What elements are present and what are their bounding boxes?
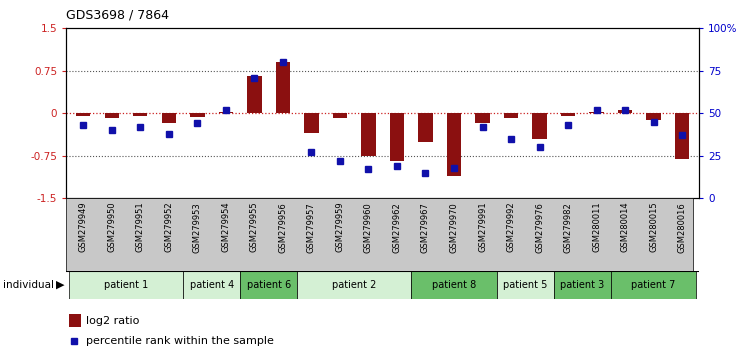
Bar	[133, 113, 147, 116]
Bar	[304, 113, 319, 133]
Text: patient 5: patient 5	[503, 280, 548, 290]
Bar	[297, 271, 411, 299]
Bar	[411, 271, 497, 299]
Text: GSM279954: GSM279954	[222, 202, 230, 252]
Bar	[77, 113, 91, 116]
Bar	[675, 113, 689, 159]
Text: GSM279970: GSM279970	[450, 202, 459, 253]
Text: patient 6: patient 6	[247, 280, 291, 290]
Text: ▶: ▶	[56, 280, 65, 290]
Text: log2 ratio: log2 ratio	[87, 316, 140, 326]
Text: GSM279953: GSM279953	[193, 202, 202, 253]
Bar	[590, 112, 604, 113]
Bar	[361, 113, 375, 156]
Bar	[611, 271, 696, 299]
Bar	[333, 113, 347, 118]
Text: patient 4: patient 4	[190, 280, 234, 290]
Bar	[240, 271, 297, 299]
Text: GSM279967: GSM279967	[421, 202, 430, 253]
Text: patient 1: patient 1	[104, 280, 148, 290]
Text: GDS3698 / 7864: GDS3698 / 7864	[66, 8, 169, 21]
Text: GSM279952: GSM279952	[164, 202, 174, 252]
Text: patient 7: patient 7	[631, 280, 676, 290]
Bar	[646, 113, 661, 120]
Bar	[504, 113, 518, 118]
Text: GSM279991: GSM279991	[478, 202, 487, 252]
Bar	[418, 113, 433, 142]
Bar	[69, 271, 183, 299]
Bar	[447, 113, 461, 176]
Text: patient 2: patient 2	[332, 280, 376, 290]
Text: GSM280014: GSM280014	[620, 202, 629, 252]
Text: GSM280011: GSM280011	[592, 202, 601, 252]
Bar	[69, 314, 81, 327]
Bar	[162, 113, 176, 124]
Text: percentile rank within the sample: percentile rank within the sample	[87, 336, 275, 346]
Text: GSM279976: GSM279976	[535, 202, 544, 253]
Text: GSM279956: GSM279956	[278, 202, 288, 253]
Text: GSM280015: GSM280015	[649, 202, 658, 252]
Bar	[553, 271, 611, 299]
Bar	[497, 271, 553, 299]
Text: GSM279960: GSM279960	[364, 202, 373, 253]
Text: individual: individual	[3, 280, 54, 290]
Text: GSM279959: GSM279959	[336, 202, 344, 252]
Bar	[561, 113, 575, 116]
Text: GSM279992: GSM279992	[506, 202, 515, 252]
Text: patient 3: patient 3	[560, 280, 604, 290]
Bar	[247, 76, 261, 113]
Text: GSM279955: GSM279955	[250, 202, 259, 252]
Bar	[390, 113, 404, 161]
Bar	[475, 113, 489, 124]
Bar	[183, 271, 240, 299]
Text: GSM280016: GSM280016	[678, 202, 687, 253]
Text: GSM279962: GSM279962	[392, 202, 401, 253]
Text: GSM279982: GSM279982	[564, 202, 573, 253]
Bar	[191, 113, 205, 117]
Bar	[105, 113, 119, 118]
Text: GSM279951: GSM279951	[136, 202, 145, 252]
Text: GSM279950: GSM279950	[107, 202, 116, 252]
Bar	[618, 110, 632, 113]
Bar	[532, 113, 547, 139]
Text: GSM279957: GSM279957	[307, 202, 316, 253]
Text: patient 8: patient 8	[432, 280, 476, 290]
Text: GSM279949: GSM279949	[79, 202, 88, 252]
Bar	[219, 112, 233, 113]
Bar	[276, 62, 290, 113]
